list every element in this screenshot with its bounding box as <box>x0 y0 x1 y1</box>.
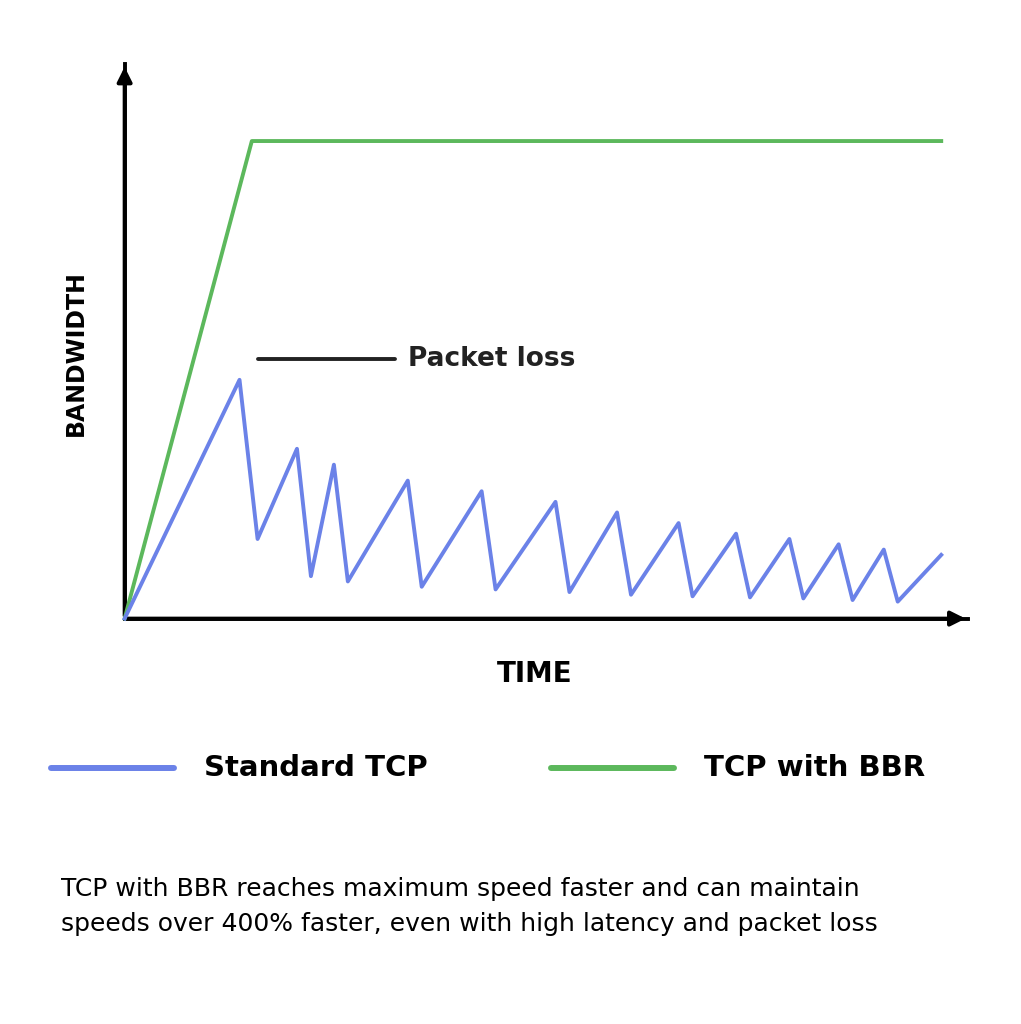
Text: TCP with BBR: TCP with BBR <box>704 754 926 782</box>
Text: Packet loss: Packet loss <box>407 345 575 372</box>
Text: Standard TCP: Standard TCP <box>204 754 428 782</box>
Text: BANDWIDTH: BANDWIDTH <box>63 270 88 436</box>
Text: TIME: TIME <box>497 660 573 688</box>
Text: TCP with BBR reaches maximum speed faster and can maintain
speeds over 400% fast: TCP with BBR reaches maximum speed faste… <box>61 877 878 936</box>
